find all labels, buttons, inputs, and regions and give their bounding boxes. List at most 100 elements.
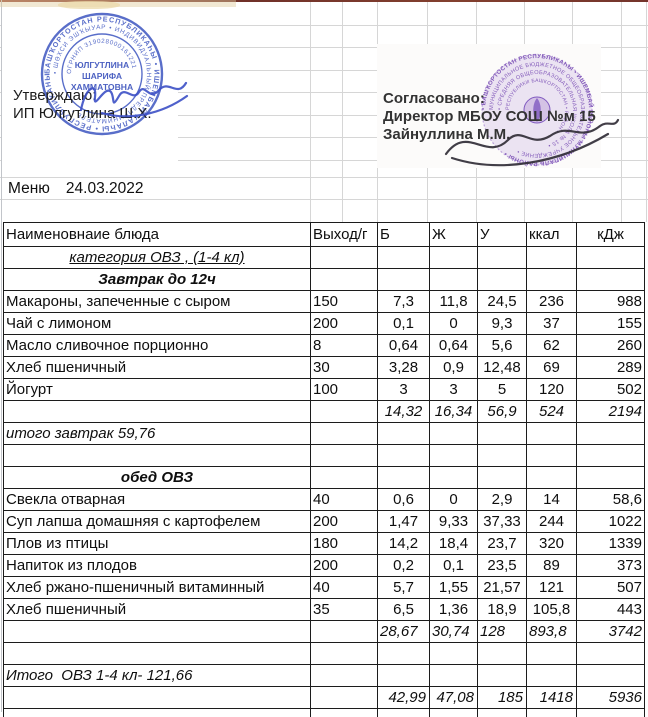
value-cell xyxy=(429,708,478,717)
table-row: Чай с лимоном 200 0,1 0 9,3 37 155 xyxy=(3,312,645,335)
gridline xyxy=(0,199,648,200)
table-row xyxy=(3,444,645,467)
value-cell: 9,3 xyxy=(477,312,527,335)
value-cell: 5 xyxy=(477,378,527,401)
value-cell xyxy=(310,642,378,665)
sheet-left-edge xyxy=(1,0,2,712)
value-cell: 35 xyxy=(310,598,378,621)
dish-name-cell: Хлеб пшеничный xyxy=(3,356,311,379)
value-cell: 200 xyxy=(310,554,378,577)
value-cell: 42,99 xyxy=(377,686,430,709)
value-cell: 0,64 xyxy=(377,334,430,357)
approval-scan-left xyxy=(2,4,178,170)
dish-name-cell: Плов из птицы xyxy=(3,532,311,555)
value-cell: 2194 xyxy=(576,400,645,423)
value-cell: 988 xyxy=(576,290,645,313)
dish-name-cell: Напиток из плодов xyxy=(3,554,311,577)
value-cell: 0,64 xyxy=(429,334,478,357)
approve-entity: ИП Юлгутлина Ш.Х. xyxy=(13,105,152,122)
stamp-center-name-2: ШАРИФА xyxy=(82,71,122,81)
header-protein: Б xyxy=(377,222,430,247)
dish-name-cell: Суп лапша домашняя с картофелем xyxy=(3,510,311,533)
value-cell: 9,33 xyxy=(429,510,478,533)
value-cell xyxy=(477,268,527,291)
value-cell xyxy=(429,664,478,687)
value-cell: 23,5 xyxy=(477,554,527,577)
value-cell: 0 xyxy=(429,488,478,511)
value-cell: 1,55 xyxy=(429,576,478,599)
value-cell: 18,9 xyxy=(477,598,527,621)
value-cell: 47,08 xyxy=(429,686,478,709)
header-kj: кДж xyxy=(576,222,645,247)
gridline xyxy=(0,92,648,93)
agreed-director: Директор МБОУ СОШ №м 15 xyxy=(383,108,596,125)
table-row: Хлеб пшеничный 35 6,5 1,36 18,9 105,8 443 xyxy=(3,598,645,621)
value-cell xyxy=(576,466,645,489)
table-header-row: Наименовнаие блюда Выход/г Б Ж У ккал кД… xyxy=(3,222,645,247)
table-row: Плов из птицы 180 14,2 18,4 23,7 320 1339 xyxy=(3,532,645,555)
dish-name-cell xyxy=(3,620,311,643)
value-cell: 21,57 xyxy=(477,576,527,599)
value-cell: 3 xyxy=(377,378,430,401)
value-cell: 1022 xyxy=(576,510,645,533)
value-cell: 128 xyxy=(477,620,527,643)
table-row: итого завтрак 59,76 xyxy=(3,422,645,445)
value-cell xyxy=(526,444,577,467)
table-row: Завтрак до 12ч xyxy=(3,268,645,291)
dish-name-cell: Масло сливочное порционно xyxy=(3,334,311,357)
value-cell: 62 xyxy=(526,334,577,357)
value-cell xyxy=(310,422,378,445)
value-cell: 373 xyxy=(576,554,645,577)
value-cell: 14 xyxy=(526,488,577,511)
value-cell: 0,1 xyxy=(377,312,430,335)
value-cell xyxy=(576,708,645,717)
value-cell xyxy=(429,642,478,665)
gridline xyxy=(621,2,622,222)
value-cell xyxy=(310,686,378,709)
value-cell: 524 xyxy=(526,400,577,423)
value-cell: 5,7 xyxy=(377,576,430,599)
value-cell: 40 xyxy=(310,488,378,511)
value-cell: 56,9 xyxy=(477,400,527,423)
value-cell: 180 xyxy=(310,532,378,555)
gridline xyxy=(0,177,648,178)
value-cell: 1,36 xyxy=(429,598,478,621)
table-partial-row xyxy=(3,708,645,717)
value-cell: 1,47 xyxy=(377,510,430,533)
value-cell: 0,6 xyxy=(377,488,430,511)
table-row: 14,32 16,34 56,9 524 2194 xyxy=(3,400,645,423)
value-cell xyxy=(377,268,430,291)
value-cell xyxy=(576,246,645,269)
value-cell: 30 xyxy=(310,356,378,379)
value-cell xyxy=(429,422,478,445)
value-cell: 6,5 xyxy=(377,598,430,621)
value-cell xyxy=(377,422,430,445)
value-cell: 3742 xyxy=(576,620,645,643)
value-cell: 289 xyxy=(576,356,645,379)
value-cell: 37,33 xyxy=(477,510,527,533)
header-output: Выход/г xyxy=(310,222,378,247)
value-cell xyxy=(3,708,311,717)
value-cell xyxy=(377,664,430,687)
value-cell: 443 xyxy=(576,598,645,621)
value-cell: 105,8 xyxy=(526,598,577,621)
gridline xyxy=(0,137,648,138)
value-cell: 1339 xyxy=(576,532,645,555)
value-cell: 0 xyxy=(429,312,478,335)
value-cell xyxy=(310,400,378,423)
value-cell xyxy=(477,708,527,717)
value-cell xyxy=(477,664,527,687)
value-cell: 150 xyxy=(310,290,378,313)
value-cell xyxy=(526,246,577,269)
value-cell: 5,6 xyxy=(477,334,527,357)
value-cell: 320 xyxy=(526,532,577,555)
value-cell: 893,8 xyxy=(526,620,577,643)
value-cell: 89 xyxy=(526,554,577,577)
value-cell: 58,6 xyxy=(576,488,645,511)
menu-table-body: категория ОВЗ , (1-4 кл) Завтрак до 12ч Ма… xyxy=(3,246,645,717)
dish-name-cell: Хлеб пшеничный xyxy=(3,598,311,621)
value-cell xyxy=(429,246,478,269)
value-cell xyxy=(576,642,645,665)
value-cell: 502 xyxy=(576,378,645,401)
